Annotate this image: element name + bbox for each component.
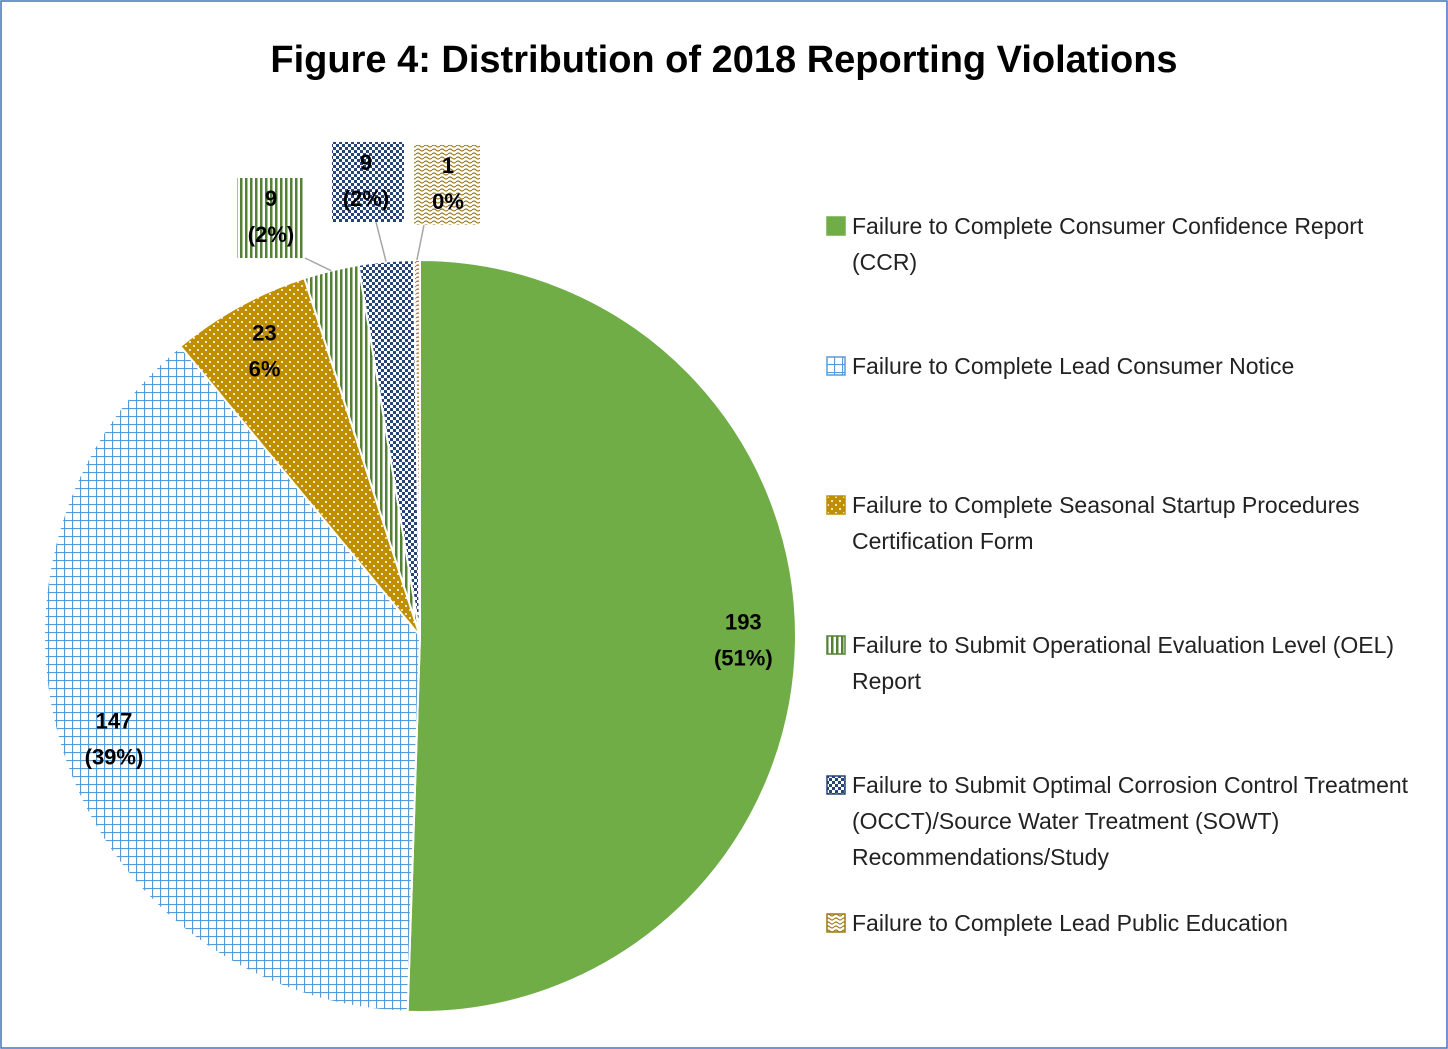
legend-swatch <box>826 216 846 236</box>
legend-swatch <box>826 356 846 376</box>
data-label: 9 (2%) <box>248 186 294 247</box>
data-label: 1 0% <box>432 153 464 214</box>
legend-entry: Failure to Complete Consumer Confidence … <box>826 208 1416 280</box>
pie-slice <box>412 258 421 637</box>
legend-entry: Failure to Submit Optimal Corrosion Cont… <box>826 767 1416 875</box>
data-label: 9 (2%) <box>343 150 389 211</box>
percent-label: (2%) <box>343 186 389 211</box>
pie-slice <box>43 344 422 1013</box>
data-label: 23 6% <box>249 320 281 381</box>
pie-slice <box>179 276 421 637</box>
legend-swatch <box>826 635 846 655</box>
leader-line <box>416 224 425 261</box>
legend-label: Failure to Submit Optimal Corrosion Cont… <box>852 772 1409 870</box>
legend-swatch <box>826 495 846 515</box>
value-label: 193 <box>725 609 762 634</box>
value-label: 147 <box>96 708 133 733</box>
legend-label: Failure to Submit Operational Evaluation… <box>852 632 1395 694</box>
legend-swatch <box>826 913 846 933</box>
pie-slice <box>406 258 797 1013</box>
chart-title: Figure 4: Distribution of 2018 Reporting… <box>270 39 1177 81</box>
percent-label: (39%) <box>85 744 144 769</box>
value-label: 9 <box>360 150 372 175</box>
data-label: 147 (39%) <box>85 708 144 769</box>
percent-label: (2%) <box>248 222 294 247</box>
legend-label: Failure to Complete Seasonal Startup Pro… <box>852 492 1360 554</box>
legend-entry: Failure to Complete Seasonal Startup Pro… <box>826 487 1416 559</box>
percent-label: 0% <box>432 189 464 214</box>
value-label: 1 <box>442 153 454 178</box>
percent-label: (51%) <box>714 645 773 670</box>
legend-entry: Failure to Complete Lead Public Educatio… <box>826 905 1416 941</box>
label-box <box>414 145 480 225</box>
legend-swatch <box>826 775 846 795</box>
legend-entry: Failure to Complete Lead Consumer Notice <box>826 348 1416 384</box>
value-label: 23 <box>252 320 276 345</box>
leader-line <box>375 221 387 262</box>
value-label: 9 <box>265 186 277 211</box>
legend-label: Failure to Complete Consumer Confidence … <box>852 213 1364 275</box>
label-box <box>237 178 303 258</box>
legend-label: Failure to Complete Lead Consumer Notice <box>852 353 1295 379</box>
legend-entry: Failure to Submit Operational Evaluation… <box>826 627 1416 699</box>
leader-line <box>304 257 332 272</box>
legend-label: Failure to Complete Lead Public Educatio… <box>852 910 1288 936</box>
percent-label: 6% <box>249 356 281 381</box>
data-label: 193 (51%) <box>714 609 773 670</box>
label-box <box>332 142 404 222</box>
